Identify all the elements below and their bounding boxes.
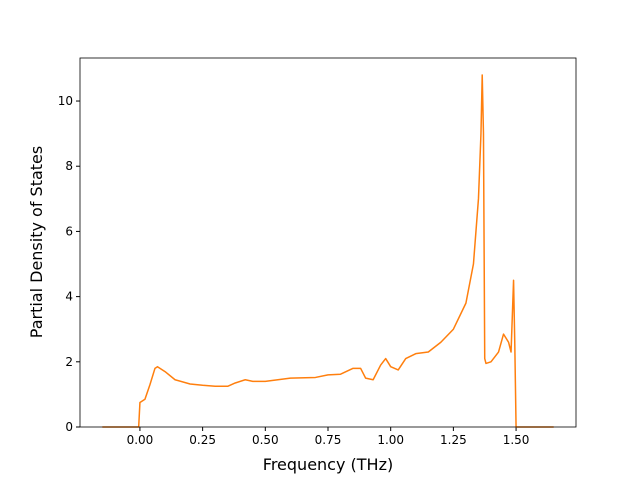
x-tick-label: 0.00 [127,433,154,447]
x-tick-label: 1.00 [377,433,404,447]
y-tick-label: 2 [65,355,73,369]
y-tick-label: 6 [65,224,73,238]
x-axis-label: Frequency (THz) [263,455,393,474]
x-tick-label: 0.25 [189,433,216,447]
x-tick-label: 0.50 [252,433,279,447]
x-tick-label: 0.75 [315,433,342,447]
x-tick-label: 1.25 [440,433,467,447]
y-tick-label: 4 [65,290,73,304]
x-tick-label: 1.50 [503,433,530,447]
y-tick-label: 8 [65,159,73,173]
y-axis-label: Partial Density of States [27,146,46,338]
y-tick-label: 10 [58,94,73,108]
line [102,74,554,428]
plot-frame [79,57,577,428]
y-tick-label: 0 [65,420,73,434]
